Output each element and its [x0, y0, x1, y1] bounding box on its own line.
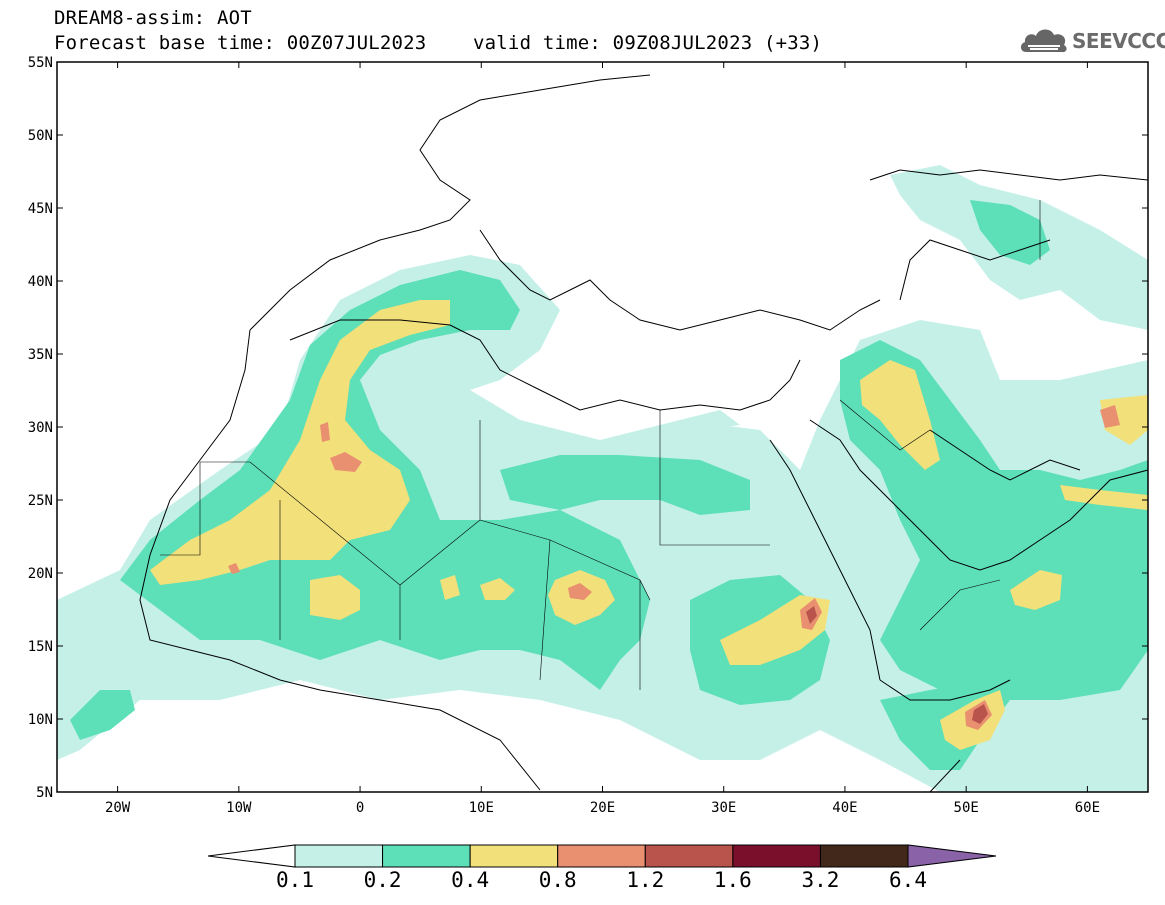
colorbar-label: 1.2 — [626, 868, 664, 892]
lat-label: 55N — [28, 55, 53, 71]
lat-label: 45N — [28, 201, 53, 217]
colorbar-label: 0.2 — [364, 868, 402, 892]
colorbar-label: 0.4 — [451, 868, 489, 892]
aot-level-1.2 — [806, 606, 988, 724]
lon-label: 40E — [832, 800, 857, 816]
lat-label: 35N — [28, 347, 53, 363]
lat-label: 20N — [28, 566, 53, 582]
coastlines — [139, 74, 1148, 792]
colorbar-box — [732, 844, 821, 868]
lon-label: 20E — [590, 800, 615, 816]
colorbar-label: 0.1 — [276, 868, 314, 892]
valid-time: valid time: 09Z08JUL2023 (+33) — [473, 32, 823, 54]
base-time: Forecast base time: 00Z07JUL2023 — [54, 32, 427, 54]
colorbar-over-triangle — [907, 844, 997, 868]
colorbar-label: 0.8 — [539, 868, 577, 892]
colorbar-box — [294, 844, 384, 868]
lat-label: 50N — [28, 128, 53, 144]
seevccc-logo: SEEVCCC — [1018, 24, 1165, 56]
latitude-labels: 55N 50N 45N 40N 35N 30N 25N 20N 15N 10N 5N — [28, 55, 1148, 801]
lat-label: 10N — [28, 712, 53, 728]
cloud-logo-icon — [1020, 29, 1067, 53]
lon-label: 0 — [356, 800, 364, 816]
lat-label: 25N — [28, 493, 53, 509]
colorbar-box — [644, 844, 734, 868]
colorbar-label: 1.6 — [714, 868, 752, 892]
colorbar-box — [382, 844, 471, 868]
colorbar-box — [469, 844, 559, 868]
longitude-labels: 20W 10W 0 10E 20E 30E 40E 50E 60E — [105, 62, 1100, 816]
lon-label: 30E — [711, 800, 736, 816]
chart-title: DREAM8-assim: AOT — [54, 7, 252, 29]
colorbar-box — [557, 844, 646, 868]
aot-fields — [57, 62, 1148, 792]
lon-label: 60E — [1075, 800, 1100, 816]
lat-label: 30N — [28, 420, 53, 436]
lon-label: 20W — [105, 800, 131, 816]
colorbar-box — [819, 844, 909, 868]
lon-label: 10W — [226, 800, 252, 816]
colorbar-label: 6.4 — [889, 868, 927, 892]
colorbar-under-triangle — [207, 844, 296, 868]
lon-label: 50E — [954, 800, 979, 816]
colorbar-label: 3.2 — [801, 868, 839, 892]
lat-label: 40N — [28, 274, 53, 290]
logo-text: SEEVCCC — [1072, 29, 1165, 53]
lat-label: 15N — [28, 639, 53, 655]
country-borders — [160, 200, 1041, 690]
colorbar: 0.1 0.2 0.4 0.8 1.2 1.6 3.2 6.4 — [207, 844, 997, 892]
lat-label: 5N — [36, 785, 53, 801]
time-info: Forecast base time: 00Z07JUL2023 valid t… — [54, 33, 822, 53]
lon-label: 10E — [469, 800, 494, 816]
